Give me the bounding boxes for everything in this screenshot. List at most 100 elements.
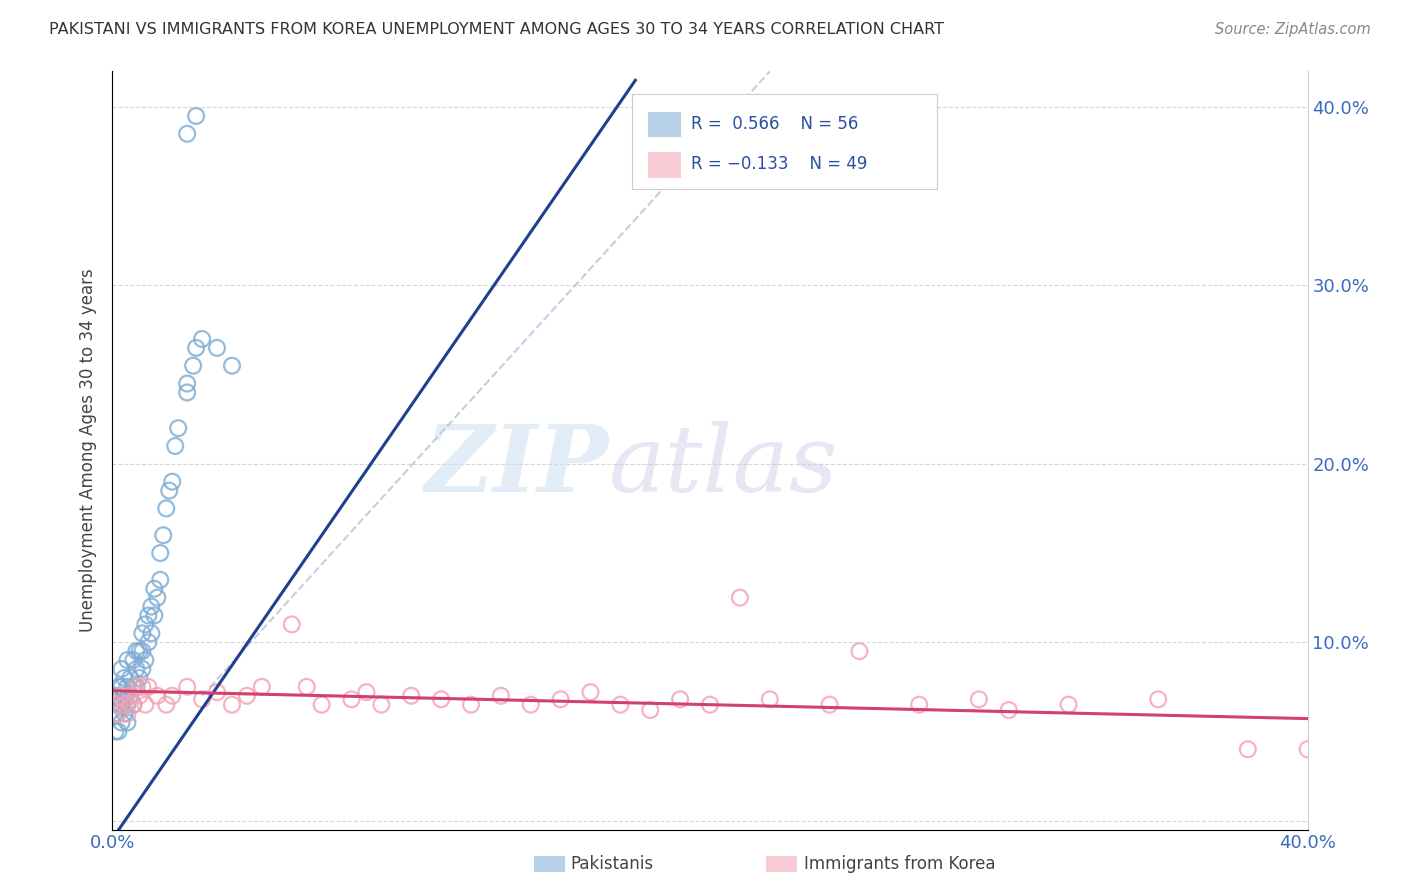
Point xyxy=(155,501,177,516)
Point xyxy=(250,680,273,694)
Point xyxy=(205,341,228,355)
Text: R =  0.566    N = 56: R = 0.566 N = 56 xyxy=(690,115,858,133)
Point xyxy=(191,332,214,346)
Point xyxy=(146,689,169,703)
Point xyxy=(120,671,142,685)
Point xyxy=(117,680,139,694)
Point xyxy=(699,698,721,712)
Point xyxy=(138,680,160,694)
Point xyxy=(110,680,132,694)
Point xyxy=(114,671,135,685)
Point xyxy=(125,644,148,658)
Point xyxy=(728,591,751,605)
Point xyxy=(120,689,142,703)
Point xyxy=(356,685,378,699)
Point xyxy=(128,671,150,685)
Point xyxy=(370,698,392,712)
Point xyxy=(125,662,148,676)
Bar xyxy=(648,112,682,137)
Bar xyxy=(648,152,682,178)
Point xyxy=(107,724,129,739)
Point xyxy=(138,608,160,623)
Point xyxy=(107,706,129,721)
Point xyxy=(157,483,180,498)
Point xyxy=(295,680,318,694)
Point xyxy=(908,698,931,712)
Point xyxy=(340,692,363,706)
Point xyxy=(520,698,543,712)
Point xyxy=(176,127,198,141)
Point xyxy=(131,644,153,658)
Point xyxy=(155,698,177,712)
FancyBboxPatch shape xyxy=(633,95,938,189)
Point xyxy=(221,359,243,373)
Point xyxy=(122,698,145,712)
Point xyxy=(125,680,148,694)
Point xyxy=(579,685,602,699)
Point xyxy=(117,653,139,667)
Y-axis label: Unemployment Among Ages 30 to 34 years: Unemployment Among Ages 30 to 34 years xyxy=(79,268,97,632)
Point xyxy=(311,698,333,712)
Point xyxy=(141,599,163,614)
Point xyxy=(134,617,156,632)
Point xyxy=(107,698,129,712)
Point xyxy=(122,698,145,712)
Point xyxy=(165,439,187,453)
Point xyxy=(967,692,990,706)
Point xyxy=(117,706,139,721)
Point xyxy=(134,698,156,712)
Point xyxy=(138,635,160,649)
Point xyxy=(114,689,135,703)
Point xyxy=(117,698,139,712)
Point xyxy=(162,689,183,703)
Text: atlas: atlas xyxy=(609,421,838,510)
Point xyxy=(162,475,183,489)
Point xyxy=(221,698,243,712)
Point xyxy=(998,703,1021,717)
Point xyxy=(401,689,423,703)
Point xyxy=(120,689,142,703)
Point xyxy=(128,689,150,703)
Point xyxy=(176,385,198,400)
Point xyxy=(167,421,190,435)
Point xyxy=(181,359,204,373)
Text: Source: ZipAtlas.com: Source: ZipAtlas.com xyxy=(1215,22,1371,37)
Text: Pakistanis: Pakistanis xyxy=(571,855,654,873)
Point xyxy=(818,698,841,712)
Point xyxy=(489,689,512,703)
Point xyxy=(430,692,453,706)
Point xyxy=(114,706,135,721)
Point xyxy=(131,662,153,676)
Point xyxy=(640,703,662,717)
Point xyxy=(186,109,208,123)
Point xyxy=(122,680,145,694)
Point xyxy=(1057,698,1080,712)
Point xyxy=(141,626,163,640)
Point xyxy=(131,626,153,640)
Point xyxy=(205,685,228,699)
Point xyxy=(110,698,132,712)
Point xyxy=(128,644,150,658)
Point xyxy=(669,692,692,706)
Point xyxy=(176,376,198,391)
Point xyxy=(1296,742,1319,756)
Point xyxy=(104,698,127,712)
Point xyxy=(191,692,214,706)
Point xyxy=(550,692,572,706)
Text: R = −0.133    N = 49: R = −0.133 N = 49 xyxy=(690,155,868,173)
Point xyxy=(104,724,127,739)
Point xyxy=(759,692,782,706)
Point xyxy=(1237,742,1260,756)
Point xyxy=(149,546,172,560)
Point xyxy=(149,573,172,587)
Text: PAKISTANI VS IMMIGRANTS FROM KOREA UNEMPLOYMENT AMONG AGES 30 TO 34 YEARS CORREL: PAKISTANI VS IMMIGRANTS FROM KOREA UNEMP… xyxy=(49,22,945,37)
Point xyxy=(125,680,148,694)
Point xyxy=(104,706,127,721)
Point xyxy=(110,662,132,676)
Text: Immigrants from Korea: Immigrants from Korea xyxy=(804,855,995,873)
Point xyxy=(176,680,198,694)
Point xyxy=(110,689,132,703)
Point xyxy=(609,698,631,712)
Point xyxy=(848,644,870,658)
Point xyxy=(114,698,135,712)
